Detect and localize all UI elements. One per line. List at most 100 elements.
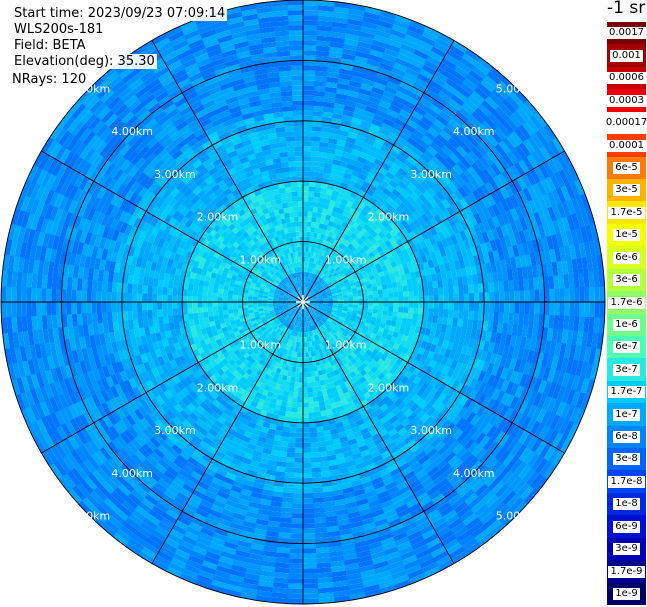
range-gate-cell <box>299 271 302 277</box>
range-gate-cell <box>427 315 434 323</box>
range-gate-cell <box>316 166 325 173</box>
range-gate-cell <box>294 278 297 284</box>
range-gate-cell <box>311 242 316 248</box>
range-gate-cell <box>308 412 316 418</box>
range-gate-cell <box>293 467 303 474</box>
range-gate-cell <box>316 431 325 438</box>
range-gate-cell <box>272 303 278 306</box>
range-gate-cell <box>277 257 283 263</box>
range-gate-cell <box>288 299 294 301</box>
range-gate-cell <box>343 297 349 300</box>
range-gate-cell <box>304 292 308 298</box>
range-gate-cell <box>298 337 302 343</box>
range-gate-cell <box>286 310 292 315</box>
range-gate-cell <box>363 295 369 299</box>
range-gate-cell <box>508 312 515 325</box>
range-gate-cell <box>270 285 277 290</box>
range-gate-cell <box>302 503 314 509</box>
range-gate-cell <box>317 305 323 308</box>
range-gate-cell <box>408 290 414 297</box>
range-gate-cell <box>290 307 295 311</box>
range-gate-cell <box>483 302 490 313</box>
range-gate-cell <box>298 316 301 322</box>
range-gate-cell <box>342 322 348 328</box>
range-gate-cell <box>284 344 289 350</box>
range-gate-cell <box>316 328 321 334</box>
range-gate-cell <box>307 267 311 273</box>
range-gate-cell <box>304 292 306 298</box>
range-gate-cell <box>279 317 285 323</box>
range-gate-cell <box>338 303 344 307</box>
range-gate-cell <box>303 125 313 132</box>
range-gate-cell <box>283 303 289 306</box>
range-gate-cell <box>327 318 333 323</box>
range-gate-cell <box>329 315 335 320</box>
range-gate-cell <box>285 322 290 328</box>
range-gate-cell <box>309 272 313 279</box>
range-gate-cell <box>319 326 324 332</box>
range-gate-cell <box>284 126 295 132</box>
range-gate-cell <box>280 318 286 324</box>
range-gate-cell <box>327 305 333 309</box>
range-gate-cell <box>287 317 292 323</box>
range-gate-cell <box>297 311 300 317</box>
range-gate-cell <box>306 377 312 383</box>
range-gate-cell <box>280 342 285 348</box>
range-gate-cell <box>323 315 329 320</box>
range-gate-cell <box>296 407 303 413</box>
range-gate-cell <box>288 295 294 299</box>
range-gate-cell <box>262 279 269 284</box>
range-gate-cell <box>290 412 298 418</box>
range-gate-cell <box>288 247 293 254</box>
range-gate-cell <box>257 297 263 300</box>
range-gate-cell <box>308 289 313 295</box>
range-gate-cell <box>290 325 294 331</box>
range-gate-cell <box>284 315 289 320</box>
range-gate-cell <box>313 90 326 97</box>
range-gate-cell <box>276 313 282 318</box>
range-gate-cell <box>252 301 258 305</box>
range-gate-cell <box>322 305 328 308</box>
range-gate-cell <box>270 342 276 349</box>
range-gate-cell <box>325 312 331 316</box>
range-gate-cell <box>295 166 304 172</box>
range-gate-cell <box>294 315 298 321</box>
range-gate-cell <box>309 320 312 326</box>
range-gate-cell <box>272 298 278 301</box>
range-gate-cell <box>310 325 314 331</box>
range-gate-cell <box>321 309 327 313</box>
range-gate-cell <box>269 278 275 283</box>
range-gate-cell <box>478 292 485 303</box>
range-gate-cell <box>287 437 296 443</box>
range-gate-cell <box>352 309 358 314</box>
range-gate-cell <box>335 287 342 292</box>
range-gate-cell <box>261 262 268 269</box>
range-gate-cell <box>383 297 389 303</box>
range-gate-cell <box>172 281 179 289</box>
range-gate-cell <box>346 289 353 293</box>
range-gate-cell <box>303 312 305 318</box>
range-gate-cell <box>278 307 284 310</box>
range-gate-cell <box>286 289 292 294</box>
range-gate-cell <box>329 275 335 280</box>
range-gate-cell <box>324 314 330 319</box>
range-gate-cell <box>296 261 300 268</box>
range-gate-cell <box>279 268 284 274</box>
range-gate-cell <box>290 268 294 274</box>
range-gate-cell <box>282 260 287 267</box>
range-gate-cell <box>398 291 404 298</box>
range-gate-cell <box>283 111 294 117</box>
range-gate-cell <box>263 291 269 295</box>
range-gate-cell <box>316 308 322 312</box>
range-gate-cell <box>473 292 480 303</box>
range-gate-cell <box>302 467 312 474</box>
range-gate-cell <box>300 317 303 323</box>
range-gate-cell <box>284 284 289 289</box>
range-gate-cell <box>299 266 302 272</box>
range-gate-cell <box>302 342 306 348</box>
range-gate-cell <box>302 397 309 403</box>
range-gate-cell <box>303 120 313 127</box>
range-gate-cell <box>212 297 218 302</box>
range-gate-cell <box>317 338 322 345</box>
range-gate-cell <box>106 301 112 313</box>
